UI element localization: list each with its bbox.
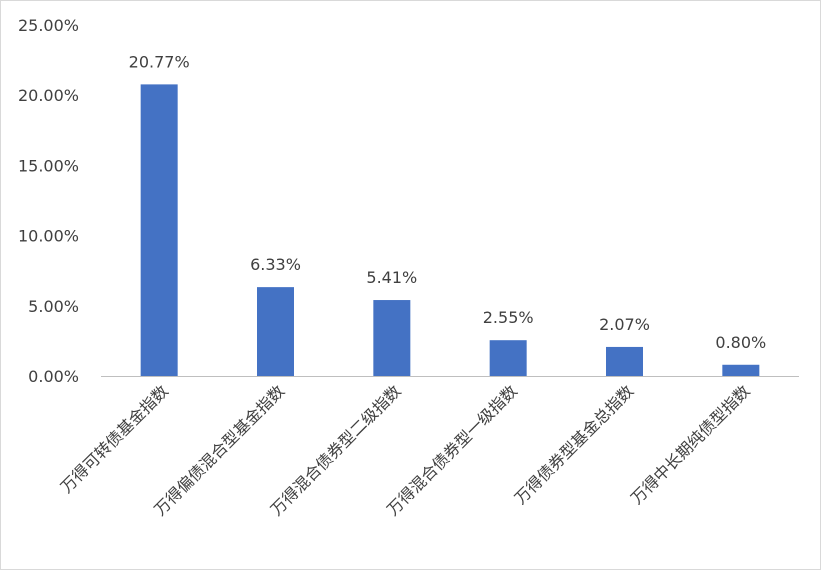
data-label: 5.41% <box>366 268 417 287</box>
y-tick-label: 5.00% <box>28 297 79 316</box>
bar <box>606 346 643 376</box>
y-tick-label: 25.00% <box>18 16 79 35</box>
category-label: 万得混合债券型一级指数 <box>383 381 521 519</box>
category-label: 万得中长期纯债型指数 <box>627 381 754 508</box>
category-label: 万得债券型基金总指数 <box>511 381 638 508</box>
data-label: 2.55% <box>483 308 534 327</box>
category-label: 万得混合债券型二级指数 <box>267 381 405 519</box>
data-label: 20.77% <box>129 52 190 71</box>
category-label: 万得偏债混合型基金指数 <box>150 381 288 519</box>
data-label: 6.33% <box>250 255 301 274</box>
y-tick-label: 15.00% <box>18 156 79 175</box>
y-tick-label: 0.00% <box>28 367 79 386</box>
bar <box>373 300 411 376</box>
bar <box>140 84 178 377</box>
bar <box>489 340 527 376</box>
bar <box>257 287 294 376</box>
y-tick-label: 20.00% <box>18 86 79 105</box>
data-label: 2.07% <box>599 315 650 334</box>
y-tick-label: 10.00% <box>18 227 79 246</box>
bar <box>722 364 760 376</box>
data-label: 0.80% <box>715 333 766 352</box>
category-label: 万得可转债基金指数 <box>57 381 172 496</box>
